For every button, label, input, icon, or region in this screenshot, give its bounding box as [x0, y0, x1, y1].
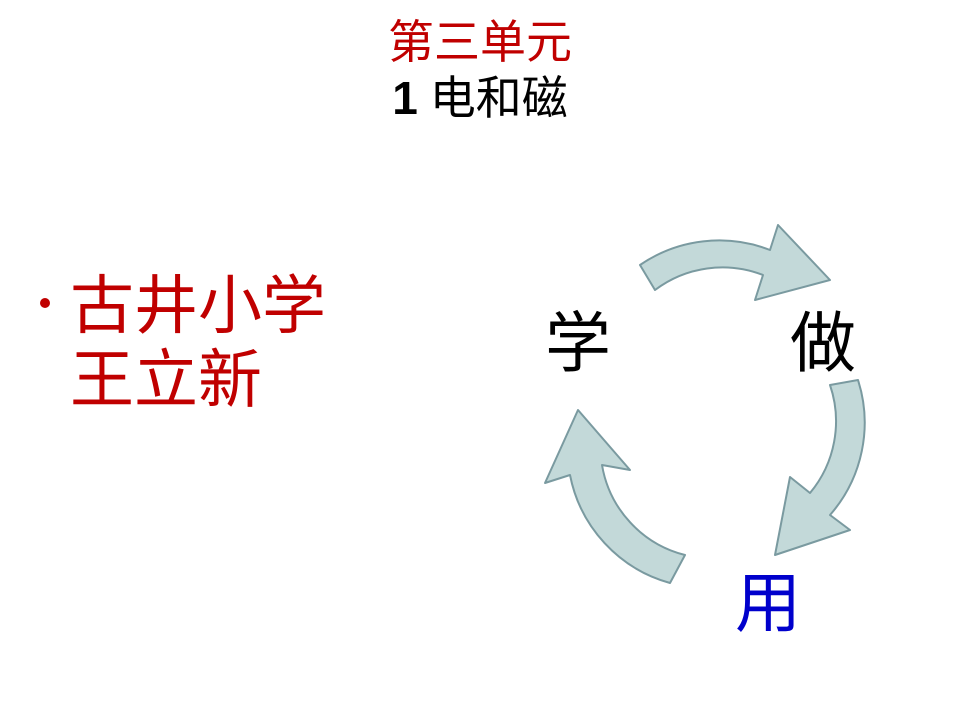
cycle-diagram: 学 做 用 — [470, 185, 940, 655]
author-line-1: 古井小学 — [70, 270, 326, 344]
author-block: 古井小学 王立新 — [70, 270, 326, 417]
cycle-node-do: 做 — [790, 290, 856, 386]
title-number: 1 — [392, 72, 418, 124]
cycle-arrows-icon — [470, 185, 940, 655]
title-line-1: 第三单元 — [0, 18, 960, 69]
title-line-2: 1电和磁 — [0, 73, 960, 125]
cycle-node-use: 用 — [735, 550, 801, 646]
bullet-icon — [40, 298, 50, 308]
title-block: 第三单元 1电和磁 — [0, 18, 960, 124]
title-subtitle: 电和磁 — [430, 73, 568, 124]
author-line-2: 王立新 — [70, 344, 326, 418]
cycle-node-learn: 学 — [545, 290, 611, 386]
